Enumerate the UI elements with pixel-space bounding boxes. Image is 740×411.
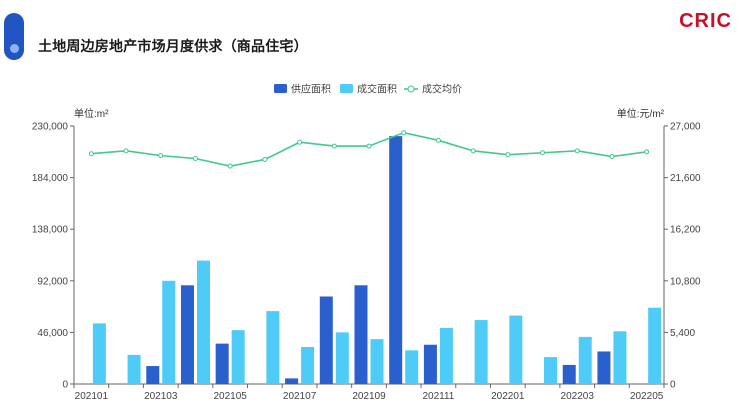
x-tick-label: 202101 bbox=[75, 391, 109, 402]
bar-deal bbox=[196, 260, 210, 384]
price-line bbox=[91, 131, 647, 167]
bar-supply bbox=[562, 364, 576, 384]
title-accent-dot bbox=[10, 44, 19, 53]
bar-deal bbox=[335, 332, 349, 384]
bar-supply bbox=[389, 136, 403, 384]
bar-supply bbox=[146, 366, 160, 384]
bar-supply bbox=[423, 344, 437, 384]
bar-deal bbox=[92, 323, 106, 384]
bar-deal bbox=[578, 336, 592, 384]
y-tick-label-left: 0 bbox=[62, 380, 68, 391]
x-tick-label: 202201 bbox=[491, 391, 525, 402]
legend-label-price: 成交均价 bbox=[422, 83, 462, 96]
price-point bbox=[366, 143, 372, 149]
y-tick-label-right: 10,800 bbox=[670, 276, 701, 287]
price-point bbox=[158, 153, 164, 159]
price-point bbox=[470, 148, 476, 154]
bar-deal bbox=[509, 315, 523, 384]
price-point bbox=[505, 152, 511, 158]
bar-deal bbox=[474, 320, 488, 384]
legend-swatch-supply bbox=[274, 84, 287, 93]
y-tick-label-right: 16,200 bbox=[670, 225, 701, 236]
price-point bbox=[644, 149, 650, 155]
bar-deal bbox=[127, 354, 141, 384]
y-tick-label-left: 184,000 bbox=[32, 173, 69, 184]
price-point bbox=[262, 156, 268, 162]
price-point bbox=[609, 154, 615, 160]
bar-deal bbox=[231, 330, 245, 384]
bar-deal bbox=[301, 346, 315, 384]
bar-deal bbox=[648, 307, 662, 384]
bar-deal bbox=[162, 280, 176, 384]
y-axis-left-unit: 单位:m² bbox=[74, 107, 109, 120]
x-tick-label: 202205 bbox=[630, 391, 664, 402]
price-point bbox=[192, 155, 198, 161]
bar-supply bbox=[180, 285, 194, 384]
bar-supply bbox=[285, 378, 299, 384]
x-tick-label: 202105 bbox=[213, 391, 247, 402]
bar-deal bbox=[613, 331, 627, 384]
y-tick-label-left: 46,000 bbox=[37, 328, 68, 339]
y-tick-label-left: 92,000 bbox=[37, 276, 68, 287]
y-tick-label-right: 21,600 bbox=[670, 173, 701, 184]
x-tick-label: 202107 bbox=[283, 391, 317, 402]
legend-swatch-deal bbox=[340, 84, 353, 93]
price-point bbox=[227, 163, 233, 169]
bar-supply bbox=[215, 343, 229, 384]
y-axis-right-unit: 单位:元/m² bbox=[617, 107, 665, 120]
x-tick-label: 202111 bbox=[422, 391, 454, 402]
bar-deal bbox=[266, 311, 280, 384]
price-point bbox=[401, 130, 407, 136]
x-tick-label: 202103 bbox=[144, 391, 178, 402]
legend-marker-price bbox=[407, 85, 415, 93]
bar-supply bbox=[319, 296, 333, 384]
price-point bbox=[123, 148, 129, 154]
bar-deal bbox=[370, 339, 384, 384]
bar-supply bbox=[354, 285, 368, 384]
price-point bbox=[435, 137, 441, 143]
y-tick-label-left: 230,000 bbox=[32, 122, 69, 133]
price-point bbox=[297, 139, 303, 145]
title-accent-bar bbox=[4, 13, 24, 60]
bar-deal bbox=[544, 357, 558, 384]
bar-supply bbox=[597, 351, 611, 384]
price-point bbox=[331, 143, 337, 149]
y-tick-label-right: 0 bbox=[670, 380, 676, 391]
price-point bbox=[574, 148, 580, 154]
cric-logo: CRIC bbox=[679, 10, 732, 32]
x-tick-label: 202109 bbox=[352, 391, 386, 402]
bar-deal bbox=[439, 327, 453, 384]
price-point bbox=[88, 151, 94, 157]
price-point bbox=[540, 150, 546, 156]
y-tick-label-right: 27,000 bbox=[670, 122, 701, 133]
chart-title: 土地周边房地产市场月度供求（商品住宅） bbox=[38, 38, 308, 54]
legend-label-supply: 供应面积 bbox=[291, 83, 331, 96]
bar-deal bbox=[405, 350, 419, 384]
x-tick-label: 202203 bbox=[561, 391, 595, 402]
legend-label-deal: 成交面积 bbox=[357, 83, 397, 96]
y-tick-label-right: 5,400 bbox=[670, 328, 695, 339]
y-tick-label-left: 138,000 bbox=[32, 225, 69, 236]
